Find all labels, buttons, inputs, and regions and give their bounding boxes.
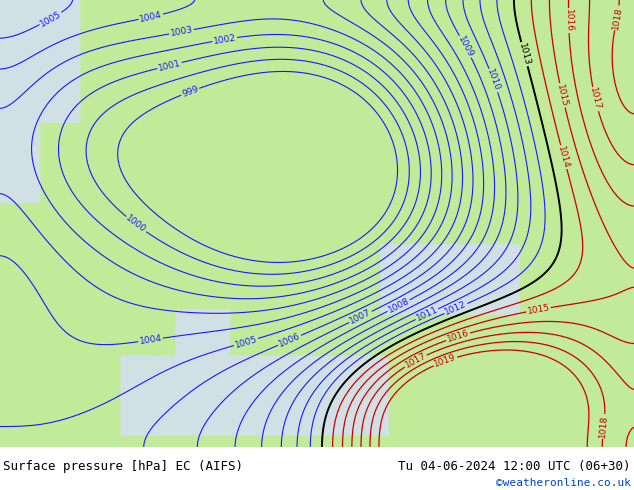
Text: 1007: 1007 — [348, 308, 373, 326]
Text: ©weatheronline.co.uk: ©weatheronline.co.uk — [496, 478, 631, 488]
Text: 1000: 1000 — [124, 214, 148, 235]
Text: Tu 04-06-2024 12:00 UTC (06+30): Tu 04-06-2024 12:00 UTC (06+30) — [398, 460, 631, 473]
Text: 1012: 1012 — [444, 300, 468, 317]
Text: 1008: 1008 — [386, 296, 411, 315]
Text: 1018: 1018 — [598, 415, 609, 438]
Text: 1014: 1014 — [557, 145, 571, 169]
Text: 1016: 1016 — [446, 329, 470, 344]
Text: 1019: 1019 — [433, 353, 458, 369]
Text: 999: 999 — [181, 84, 200, 99]
Text: Surface pressure [hPa] EC (AIFS): Surface pressure [hPa] EC (AIFS) — [3, 460, 243, 473]
Text: 1016: 1016 — [564, 9, 574, 32]
Text: 1010: 1010 — [485, 68, 501, 93]
Text: 1004: 1004 — [139, 10, 163, 24]
Text: 1009: 1009 — [456, 34, 475, 59]
Text: 1017: 1017 — [403, 351, 428, 370]
Text: 1011: 1011 — [415, 305, 439, 323]
Text: 1015: 1015 — [555, 83, 569, 108]
Text: 1005: 1005 — [234, 335, 258, 349]
Text: 1004: 1004 — [139, 334, 162, 346]
Text: 1006: 1006 — [277, 332, 302, 349]
Text: 1018: 1018 — [611, 6, 623, 30]
Text: 1013: 1013 — [517, 42, 532, 67]
Text: 1002: 1002 — [213, 33, 236, 46]
Text: 1001: 1001 — [157, 58, 182, 73]
Text: 1015: 1015 — [526, 303, 551, 316]
Text: 1003: 1003 — [169, 25, 193, 38]
Text: 1005: 1005 — [39, 9, 63, 28]
Text: 1017: 1017 — [588, 87, 602, 111]
